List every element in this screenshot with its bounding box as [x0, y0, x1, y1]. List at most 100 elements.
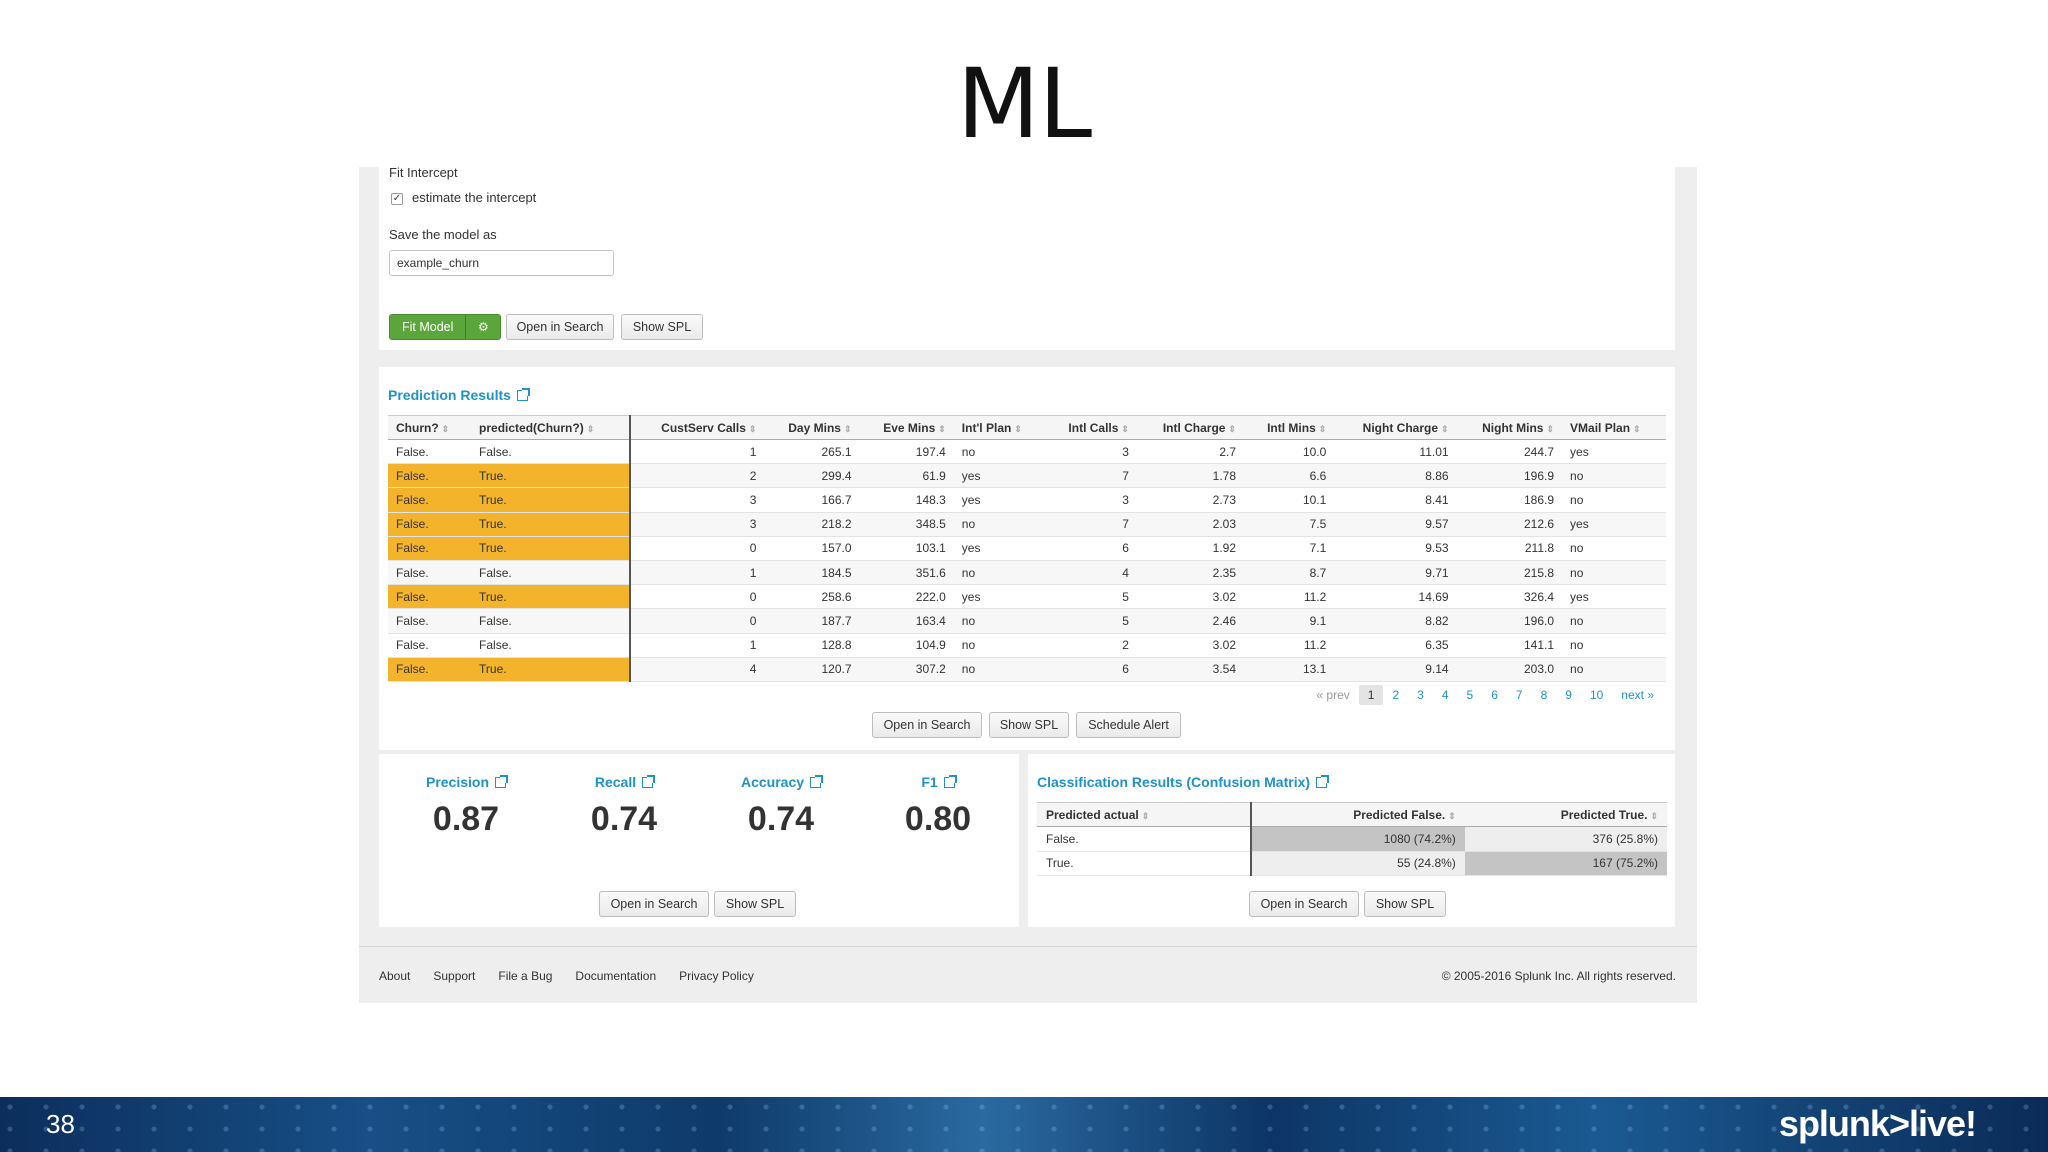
metric-title[interactable]: F1 [863, 774, 1013, 790]
external-link-icon[interactable] [495, 775, 509, 788]
table-cell: False. [388, 633, 472, 658]
sort-icon[interactable]: ⇕ [1228, 423, 1237, 434]
table-cell: 0 [629, 584, 765, 610]
pager-page[interactable]: 6 [1491, 688, 1498, 702]
sort-icon[interactable]: ⇕ [1448, 810, 1456, 821]
confusion-column-header[interactable]: Predicted False. ⇕ [1251, 802, 1465, 827]
column-header[interactable]: Day Mins ⇕ [764, 415, 860, 440]
column-header[interactable]: Churn? ⇕ [388, 415, 472, 440]
sort-icon[interactable]: ⇕ [1441, 423, 1449, 434]
confusion-matrix-title[interactable]: Classification Results (Confusion Matrix… [1037, 774, 1330, 790]
footer-link[interactable]: Support [433, 969, 476, 983]
table-cell: 186.9 [1456, 487, 1563, 513]
pager-page[interactable]: 7 [1515, 688, 1523, 702]
table-cell: 212.6 [1456, 512, 1563, 537]
sort-icon[interactable]: ⇕ [441, 423, 450, 434]
fit-model-button[interactable]: Fit Model ⚙ [389, 314, 502, 340]
prediction-results-title[interactable]: Prediction Results [388, 387, 530, 403]
table-cell: 184.5 [764, 560, 860, 586]
pager-next[interactable]: next » [1621, 688, 1654, 702]
table-cell: True. [471, 536, 631, 561]
table-cell: no [953, 633, 1046, 658]
save-model-label: Save the model as [389, 227, 497, 242]
column-header[interactable]: predicted(Churn?) ⇕ [471, 415, 631, 440]
metrics-open-in-search-button[interactable]: Open in Search [599, 891, 709, 917]
sort-icon[interactable]: ⇕ [586, 423, 595, 434]
sort-icon[interactable]: ⇕ [1650, 810, 1658, 821]
table-cell: False. [388, 584, 472, 610]
confusion-cell: 55 (24.8%) [1251, 851, 1465, 876]
table-cell: 11.2 [1244, 584, 1335, 610]
footer-link[interactable]: File a Bug [498, 969, 553, 983]
form-show-spl-button[interactable]: Show SPL [621, 314, 703, 340]
table-row: False. True. 3 218.2 348.5 no 7 2.03 7.5 9.57 212.… [388, 512, 1666, 537]
conf-show-spl-button[interactable]: Show SPL [1364, 891, 1446, 917]
pred-open-in-search-button[interactable]: Open in Search [872, 712, 982, 738]
sort-icon[interactable]: ⇕ [1633, 423, 1641, 434]
conf-open-in-search-button[interactable]: Open in Search [1249, 891, 1359, 917]
table-cell: False. [388, 536, 472, 561]
schedule-alert-button[interactable]: Schedule Alert [1076, 712, 1181, 738]
table-cell: 141.1 [1456, 633, 1563, 658]
table-cell: no [1562, 608, 1666, 634]
metric-title[interactable]: Precision [391, 774, 541, 790]
pager-page[interactable]: 8 [1540, 688, 1548, 702]
pager-page[interactable]: 4 [1441, 688, 1449, 702]
table-cell: 3.54 [1136, 657, 1245, 682]
column-header[interactable]: Eve Mins ⇕ [859, 415, 954, 440]
external-link-icon[interactable] [810, 775, 824, 788]
table-cell: 222.0 [859, 584, 954, 610]
sort-icon[interactable]: ⇕ [748, 423, 757, 434]
pager-page[interactable]: 3 [1417, 688, 1424, 702]
footer-link[interactable]: Privacy Policy [679, 969, 754, 983]
table-cell: 2.35 [1136, 560, 1245, 586]
sort-icon[interactable]: ⇕ [1141, 810, 1150, 821]
column-header[interactable]: CustServ Calls ⇕ [629, 415, 765, 440]
metric-title[interactable]: Recall [549, 774, 699, 790]
metrics-show-spl-button[interactable]: Show SPL [714, 891, 796, 917]
metric-title-text: F1 [921, 774, 938, 790]
table-cell: 3 [629, 487, 765, 513]
table-cell: 7 [1045, 463, 1137, 489]
gear-icon[interactable]: ⚙ [478, 320, 489, 334]
model-name-input[interactable] [389, 250, 614, 276]
pred-show-spl-button[interactable]: Show SPL [989, 712, 1069, 738]
pager-page[interactable]: 10 [1589, 688, 1604, 702]
sort-icon[interactable]: ⇕ [843, 423, 852, 434]
table-cell: 211.8 [1456, 536, 1563, 561]
column-header[interactable]: VMail Plan ⇕ [1562, 415, 1666, 440]
column-header[interactable]: Int'l Plan ⇕ [953, 415, 1046, 440]
column-header[interactable]: Intl Charge ⇕ [1136, 415, 1245, 440]
sort-icon[interactable]: ⇕ [1014, 423, 1022, 434]
sort-icon[interactable]: ⇕ [1318, 423, 1327, 434]
external-link-icon[interactable] [943, 775, 957, 788]
column-header[interactable]: Night Charge ⇕ [1334, 415, 1457, 440]
pager-page[interactable]: 5 [1466, 688, 1474, 702]
sort-icon[interactable]: ⇕ [938, 423, 946, 434]
sort-icon[interactable]: ⇕ [1546, 423, 1555, 434]
metric-title[interactable]: Accuracy [706, 774, 856, 790]
column-header[interactable]: Intl Mins ⇕ [1244, 415, 1335, 440]
table-cell: 0 [629, 608, 765, 634]
external-link-icon[interactable] [642, 775, 656, 788]
pager-page[interactable]: 9 [1565, 688, 1572, 702]
table-cell: no [953, 560, 1046, 586]
confusion-cell: 1080 (74.2%) [1251, 826, 1465, 852]
confusion-row: False. 1080 (74.2%) 376 (25.8%) [1037, 826, 1667, 852]
confusion-column-header[interactable]: Predicted True. ⇕ [1464, 802, 1667, 827]
form-open-in-search-button[interactable]: Open in Search [506, 314, 614, 340]
table-cell: 157.0 [764, 536, 860, 561]
footer-link[interactable]: About [379, 969, 411, 983]
table-cell: 215.8 [1456, 560, 1563, 586]
confusion-column-header[interactable]: Predicted actual ⇕ [1037, 802, 1253, 827]
sort-icon[interactable]: ⇕ [1121, 423, 1129, 434]
column-header[interactable]: Night Mins ⇕ [1456, 415, 1563, 440]
pager-page[interactable]: 1 [1358, 685, 1384, 705]
footer-link[interactable]: Documentation [575, 969, 657, 983]
external-link-icon[interactable] [1316, 775, 1330, 788]
pager-page[interactable]: 2 [1392, 688, 1400, 702]
table-cell: True. [471, 584, 631, 610]
external-link-icon[interactable] [516, 388, 530, 401]
column-header[interactable]: Intl Calls ⇕ [1045, 415, 1137, 440]
estimate-intercept-checkbox[interactable]: ✓ [391, 193, 403, 205]
